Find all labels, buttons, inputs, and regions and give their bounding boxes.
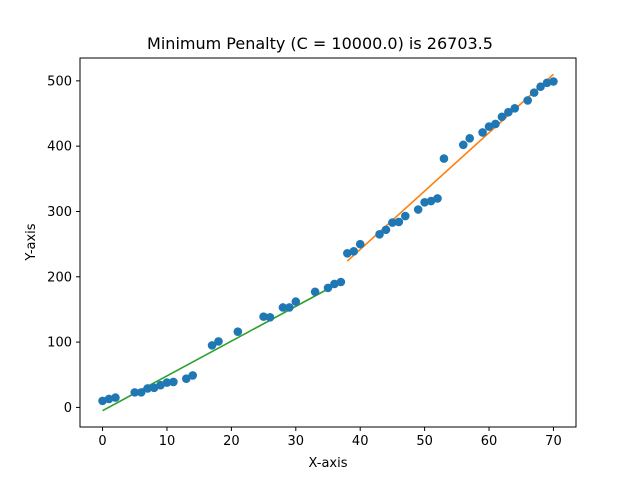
- x-tick-label: 0: [98, 434, 106, 449]
- x-axis-label: X-axis: [309, 456, 348, 471]
- data-point: [400, 211, 410, 221]
- data-point: [233, 327, 243, 336]
- data-point: [310, 287, 320, 297]
- data-point: [536, 82, 545, 92]
- y-tick-label: 500: [47, 74, 72, 89]
- data-point: [420, 198, 429, 207]
- x-tick-label: 20: [223, 434, 240, 449]
- data-point: [259, 312, 268, 321]
- data-point: [207, 341, 217, 350]
- data-point: [143, 384, 152, 393]
- data-point: [156, 380, 165, 390]
- y-tick-label: 0: [64, 401, 72, 416]
- plot-frame: [79, 57, 577, 428]
- plot-area: [98, 73, 558, 412]
- data-point: [104, 394, 114, 404]
- data-point: [523, 96, 532, 105]
- data-point: [111, 393, 120, 402]
- data-point: [336, 277, 346, 287]
- data-point: [478, 128, 487, 137]
- data-point: [504, 107, 513, 117]
- data-point: [291, 297, 301, 306]
- data-point: [413, 205, 423, 214]
- data-point: [426, 196, 436, 206]
- x-tick-label: 10: [159, 434, 176, 449]
- data-point: [484, 122, 494, 131]
- x-tick-label: 50: [416, 434, 433, 449]
- y-tick-label: 100: [47, 336, 72, 351]
- data-point: [355, 239, 365, 249]
- data-point: [510, 103, 520, 113]
- data-point: [149, 383, 159, 393]
- data-point: [388, 218, 397, 227]
- chart-title: Minimum Penalty (C = 10000.0) is 26703.5: [147, 34, 493, 53]
- x-tick-label: 70: [545, 434, 562, 449]
- y-tick-label: 200: [47, 270, 72, 285]
- data-point: [542, 78, 552, 88]
- data-point: [214, 337, 223, 346]
- data-point: [136, 388, 146, 397]
- data-point: [162, 378, 172, 387]
- data-point: [285, 303, 294, 312]
- data-point: [394, 217, 404, 227]
- data-point: [465, 134, 475, 143]
- data-point: [265, 312, 275, 322]
- data-point: [278, 303, 288, 312]
- x-tick-label: 30: [288, 434, 305, 449]
- data-point: [169, 377, 178, 387]
- data-point: [497, 112, 507, 122]
- data-point: [433, 194, 442, 203]
- y-tick-label: 400: [47, 140, 72, 155]
- data-point: [375, 230, 384, 239]
- data-point: [181, 374, 191, 383]
- y-tick-label: 300: [47, 205, 72, 220]
- data-point: [439, 154, 449, 163]
- y-axis-label: Y-axis: [24, 223, 39, 261]
- data-point: [323, 283, 333, 293]
- x-tick-label: 40: [352, 434, 369, 449]
- data-point: [188, 371, 198, 380]
- data-point: [130, 388, 140, 397]
- data-point: [491, 119, 500, 129]
- data-point: [349, 247, 359, 256]
- data-point: [381, 225, 391, 235]
- axes: 0 10 20 30 40 50 60 70 0 100 200 300 400 500: [47, 74, 562, 449]
- data-point: [458, 140, 468, 150]
- x-tick-label: 60: [481, 434, 498, 449]
- data-point: [549, 77, 558, 86]
- data-point: [529, 88, 539, 97]
